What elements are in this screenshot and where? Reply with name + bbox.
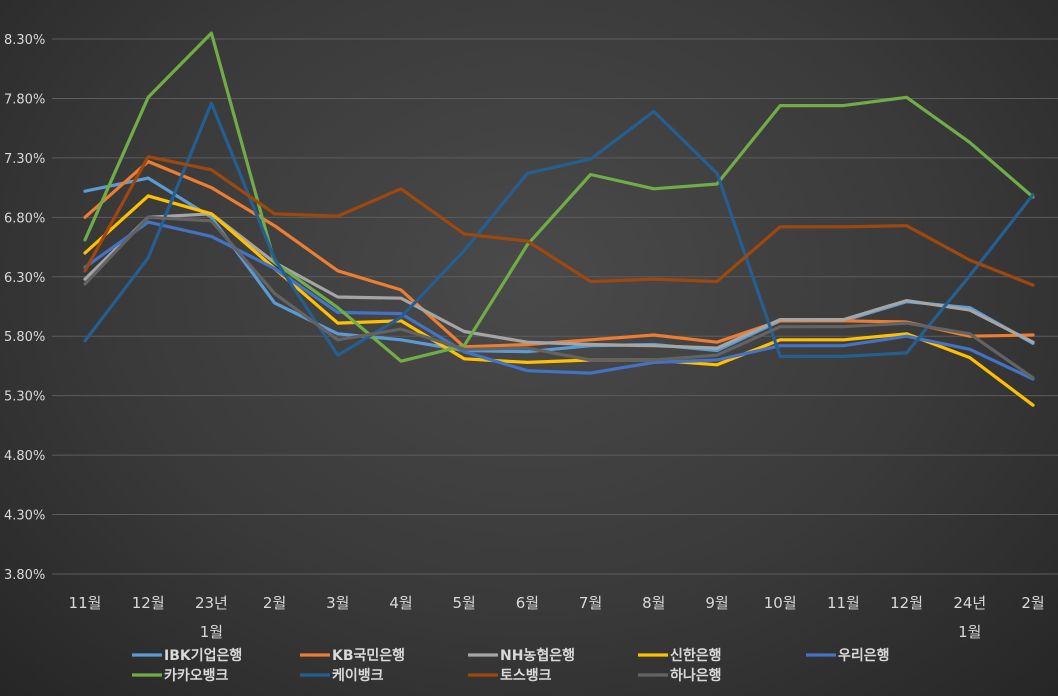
legend-label: 하나은행 [670,667,722,684]
x-tick-label: 11월 [69,594,102,612]
x-tick-label: 3월 [326,594,349,612]
x-tick-label-line: 11월 [69,594,102,612]
y-tick-label: 4.30% [4,509,45,524]
x-tick-label: 2월 [263,594,286,612]
legend-label: KB국민은행 [332,647,405,664]
series-line-6 [83,31,1035,363]
x-tick-label-line: 7월 [579,594,602,612]
x-tick-label-line: 1월 [958,623,981,641]
x-tick-label: 2월 [1021,594,1044,612]
series-line-7 [83,101,1035,358]
x-tick-label-line: 2월 [1021,594,1044,612]
x-tick-label-line: 9월 [705,594,728,612]
x-tick-label: 4월 [389,594,412,612]
series-line-5 [83,220,1035,381]
x-tick-label-line: 11월 [827,594,860,612]
y-tick-label: 3.80% [4,568,45,583]
x-axis-tick-labels: 11월 12월 23년 1월 2월 3월 4월 5월 6월 7월 8월 9월 10월 11월 12월 24년 1… [69,594,1045,641]
y-tick-label: 5.30% [4,390,45,405]
legend-label: 카카오뱅크 [164,668,229,684]
x-tick-label-line: 1월 [200,623,223,641]
series-line-3 [83,212,1035,350]
x-tick-label: 24년 1월 [953,594,986,641]
y-tick-label: 7.80% [4,92,45,107]
x-tick-label-line: 6월 [516,594,539,612]
x-tick-label-line: 10월 [764,594,797,612]
x-tick-label: 12월 [890,594,923,612]
x-tick-label-line: 23년 [195,594,228,612]
x-tick-label-line: 3월 [326,594,349,612]
x-tick-label-line: 4월 [389,594,412,612]
x-tick-label: 8월 [642,594,665,612]
series-line-1 [83,176,1035,354]
x-tick-label: 11월 [827,594,860,612]
x-tick-label-line: 12월 [132,594,165,612]
x-tick-label: 7월 [579,594,602,612]
x-tick-label-line: 5월 [453,594,476,612]
legend-label: 신한은행 [670,648,722,664]
series-line-4 [83,194,1035,407]
y-tick-label: 5.80% [4,330,45,345]
legend-label: 케이뱅크 [332,667,384,684]
y-tick-label: 7.30% [4,152,45,167]
x-tick-label-line: 8월 [642,594,665,612]
y-tick-label: 6.30% [4,271,45,286]
legend-label: 우리은행 [838,648,890,664]
series-line-8 [83,155,1035,287]
series-line-9 [83,215,1035,380]
x-tick-label-line: 24년 [953,594,986,612]
x-tick-label-line: 2월 [263,594,286,612]
y-axis-tick-labels: 8.30% 7.80% 7.30% 6.80% 6.30% 5.80% 5.30% 4.80%… [4,33,45,583]
gridlines [52,38,1058,575]
legend-label: IBK기업은행 [164,648,242,664]
series-lines [83,31,1035,407]
x-tick-label: 6월 [516,594,539,612]
x-tick-label: 9월 [705,594,728,612]
x-tick-label: 10월 [764,594,797,612]
y-tick-label: 4.80% [4,449,45,464]
x-tick-label: 23년 1월 [195,594,228,641]
legend-label: 토스뱅크 [500,668,552,684]
x-tick-label: 12월 [132,594,165,612]
x-tick-label-line: 12월 [890,594,923,612]
y-tick-label: 6.80% [4,211,45,226]
legend-label: NH농협은행 [500,648,575,664]
series-line-2 [83,159,1035,349]
x-tick-label: 5월 [453,594,476,612]
y-tick-label: 8.30% [4,33,45,48]
